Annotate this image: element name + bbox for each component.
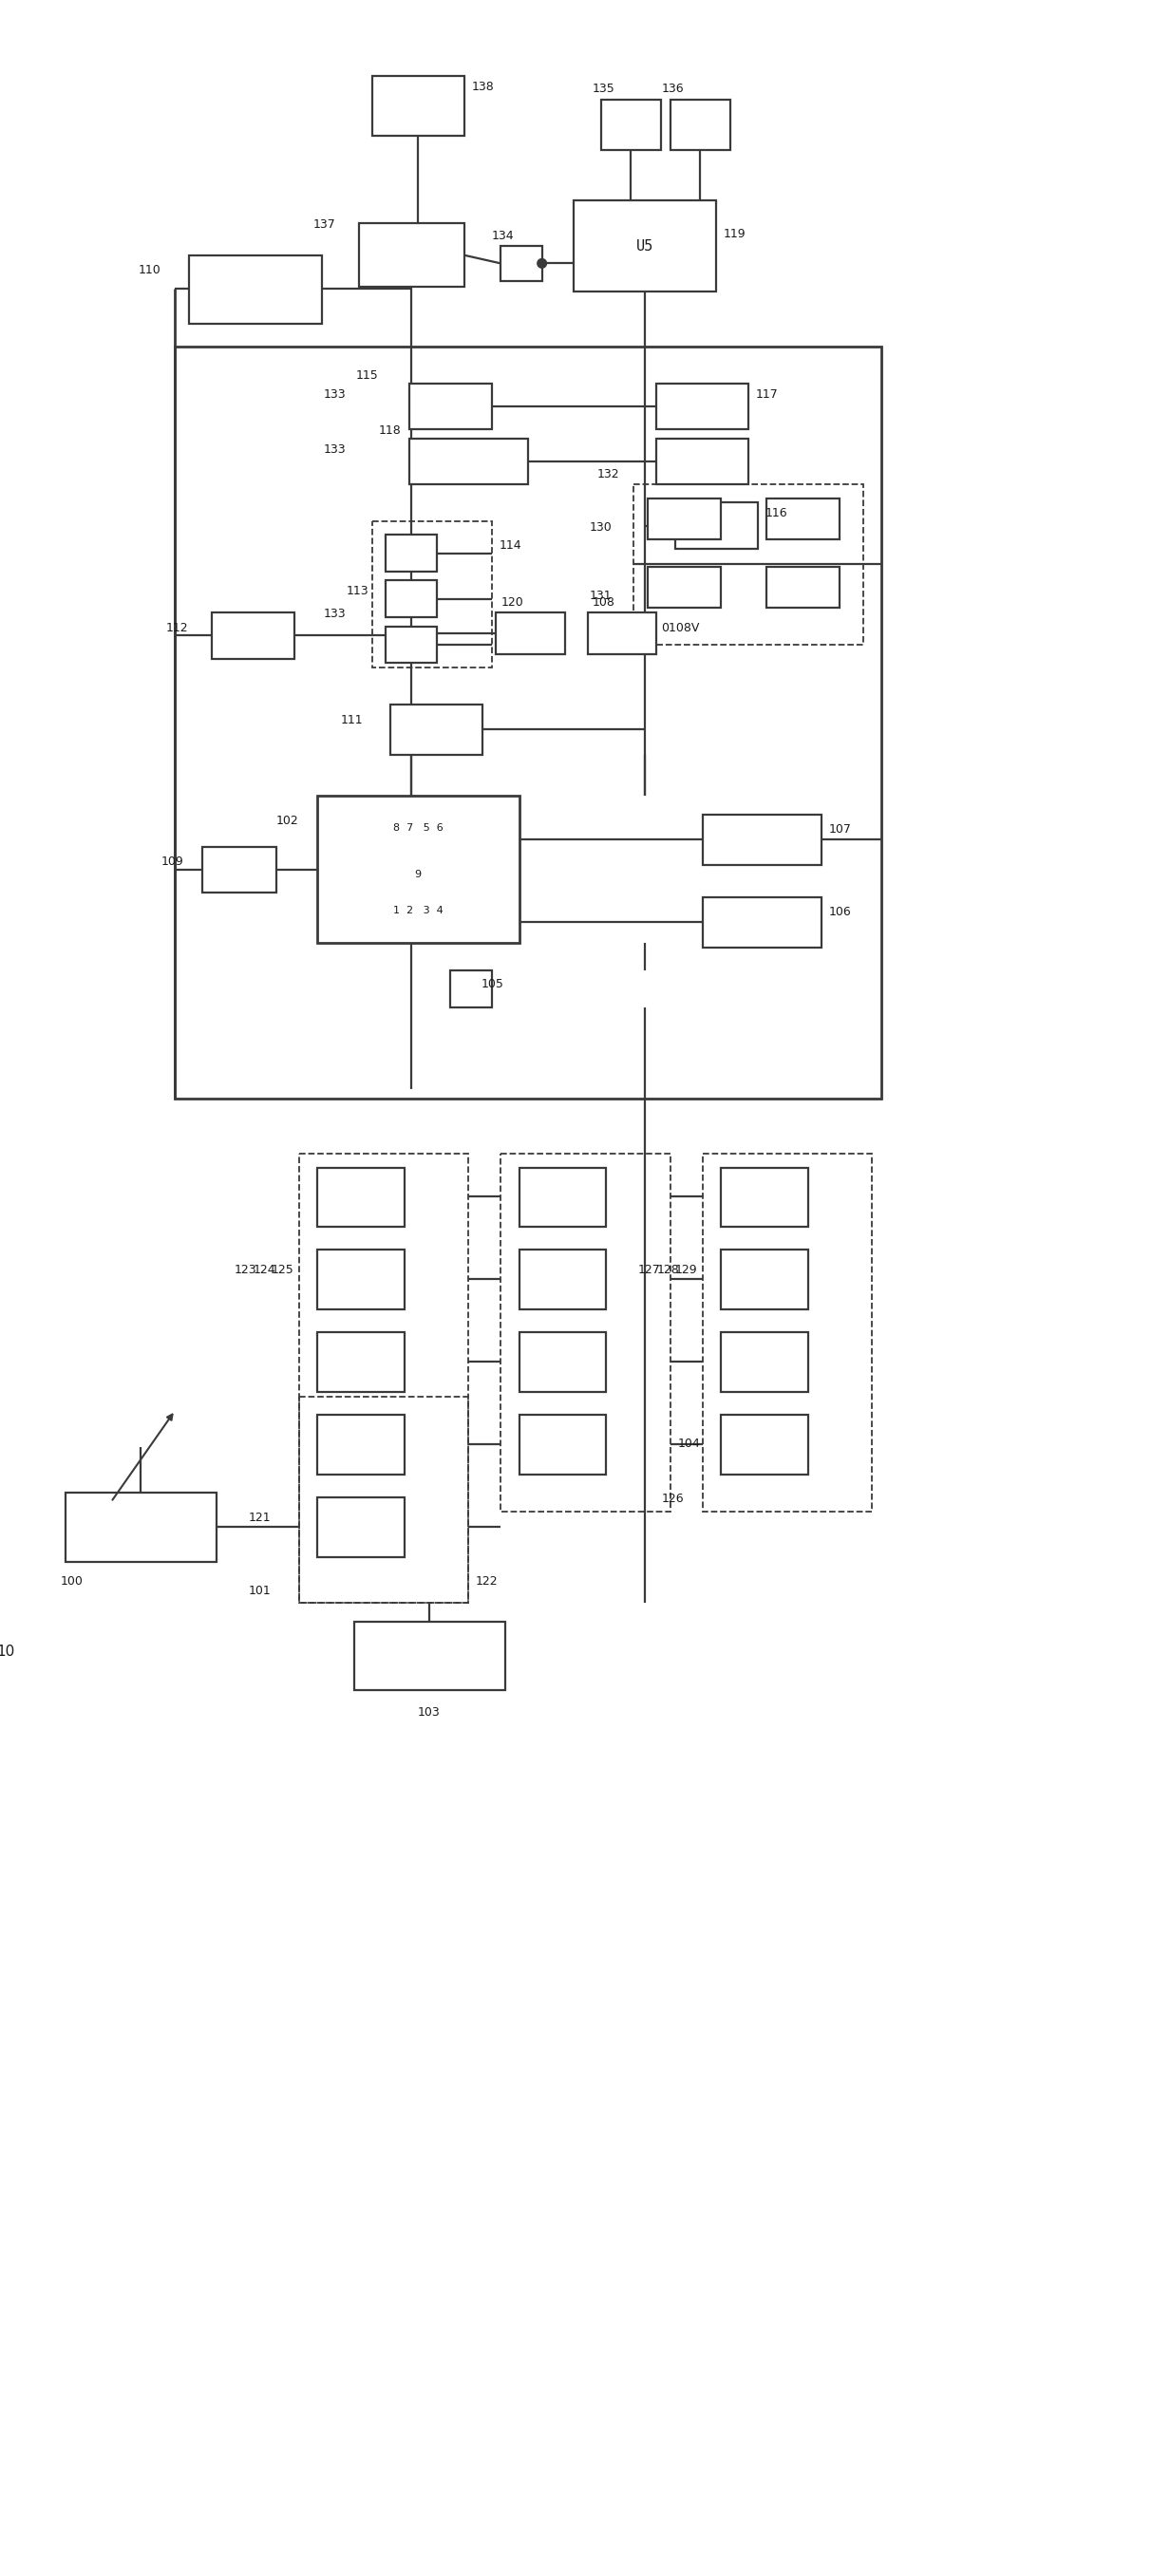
Text: 129: 129 xyxy=(675,1265,697,1275)
Bar xyxy=(703,1154,872,1512)
Text: 133: 133 xyxy=(324,443,346,456)
Text: 103: 103 xyxy=(418,1705,440,1718)
Text: 131: 131 xyxy=(590,590,612,603)
Text: 115: 115 xyxy=(356,371,378,381)
Bar xyxy=(721,1414,808,1473)
Text: 126: 126 xyxy=(661,1494,683,1504)
Bar xyxy=(501,1154,670,1512)
Text: 125: 125 xyxy=(272,1265,294,1275)
Bar xyxy=(358,224,464,286)
Bar xyxy=(189,255,321,325)
Bar xyxy=(386,626,437,662)
Text: 107: 107 xyxy=(829,824,851,837)
Bar xyxy=(634,484,863,644)
Text: 120: 120 xyxy=(501,595,523,608)
Text: 124: 124 xyxy=(253,1265,275,1275)
Bar xyxy=(386,580,437,618)
Bar xyxy=(520,1414,606,1473)
Bar xyxy=(501,245,541,281)
Bar xyxy=(317,796,520,943)
Bar xyxy=(175,348,881,1097)
Bar xyxy=(670,100,730,149)
Text: 112: 112 xyxy=(166,621,189,634)
Text: 108: 108 xyxy=(592,595,615,608)
Bar xyxy=(703,814,821,866)
Text: 133: 133 xyxy=(324,608,346,621)
Bar xyxy=(203,848,276,891)
Bar xyxy=(317,1167,404,1226)
Text: 119: 119 xyxy=(723,227,746,240)
Text: U5: U5 xyxy=(636,240,654,252)
Bar xyxy=(647,567,721,608)
Bar xyxy=(317,1249,404,1309)
Text: 121: 121 xyxy=(249,1512,271,1522)
Bar xyxy=(703,896,821,948)
Text: 102: 102 xyxy=(276,814,298,827)
Text: 122: 122 xyxy=(476,1577,499,1587)
Text: 10: 10 xyxy=(0,1643,15,1659)
Bar xyxy=(212,613,295,659)
Text: 137: 137 xyxy=(312,219,335,232)
Bar xyxy=(409,384,492,430)
Bar xyxy=(520,1249,606,1309)
Bar xyxy=(497,613,564,654)
Bar xyxy=(657,438,749,484)
Text: 100: 100 xyxy=(60,1577,83,1587)
Bar xyxy=(721,1332,808,1391)
Bar xyxy=(354,1620,506,1690)
Bar xyxy=(317,1497,404,1556)
Text: 134: 134 xyxy=(492,229,514,242)
Text: 111: 111 xyxy=(340,714,363,726)
Text: 138: 138 xyxy=(471,80,494,93)
Text: 123: 123 xyxy=(235,1265,257,1275)
Text: 127: 127 xyxy=(638,1265,661,1275)
Text: 1  2   3  4: 1 2 3 4 xyxy=(393,907,444,914)
Bar xyxy=(721,1249,808,1309)
Bar xyxy=(298,1154,469,1602)
Bar xyxy=(409,438,529,484)
Text: 117: 117 xyxy=(756,389,779,399)
Text: 132: 132 xyxy=(597,469,620,479)
Bar xyxy=(601,100,661,149)
Bar xyxy=(520,1167,606,1226)
Bar xyxy=(298,1396,469,1602)
Bar xyxy=(721,1167,808,1226)
Text: 133: 133 xyxy=(324,389,346,399)
Bar xyxy=(450,971,492,1007)
Bar xyxy=(657,384,749,430)
Bar xyxy=(766,567,840,608)
Bar xyxy=(317,1414,404,1473)
Text: 101: 101 xyxy=(249,1584,271,1597)
Text: 0108V: 0108V xyxy=(661,621,699,634)
Text: 106: 106 xyxy=(829,907,851,920)
Bar xyxy=(675,502,758,549)
Bar xyxy=(372,77,464,137)
Bar xyxy=(391,703,483,755)
Text: 130: 130 xyxy=(590,520,612,533)
Text: 114: 114 xyxy=(499,538,522,551)
Text: 118: 118 xyxy=(379,425,401,438)
Bar xyxy=(588,613,657,654)
Bar xyxy=(372,520,492,667)
Text: 136: 136 xyxy=(661,82,683,95)
Bar xyxy=(574,201,717,291)
Text: 9: 9 xyxy=(415,871,422,878)
Text: 105: 105 xyxy=(482,979,505,989)
Bar xyxy=(65,1494,217,1561)
Bar xyxy=(317,1332,404,1391)
Circle shape xyxy=(537,258,546,268)
Bar xyxy=(386,536,437,572)
Text: 113: 113 xyxy=(347,585,369,598)
Bar xyxy=(766,497,840,538)
Text: 128: 128 xyxy=(657,1265,680,1275)
Text: 109: 109 xyxy=(161,855,184,868)
Bar xyxy=(520,1332,606,1391)
Text: 110: 110 xyxy=(138,265,161,276)
Text: 116: 116 xyxy=(765,507,787,520)
Text: 8  7   5  6: 8 7 5 6 xyxy=(393,824,444,832)
Bar xyxy=(647,497,721,538)
Text: 104: 104 xyxy=(677,1437,700,1450)
Text: 135: 135 xyxy=(592,82,615,95)
